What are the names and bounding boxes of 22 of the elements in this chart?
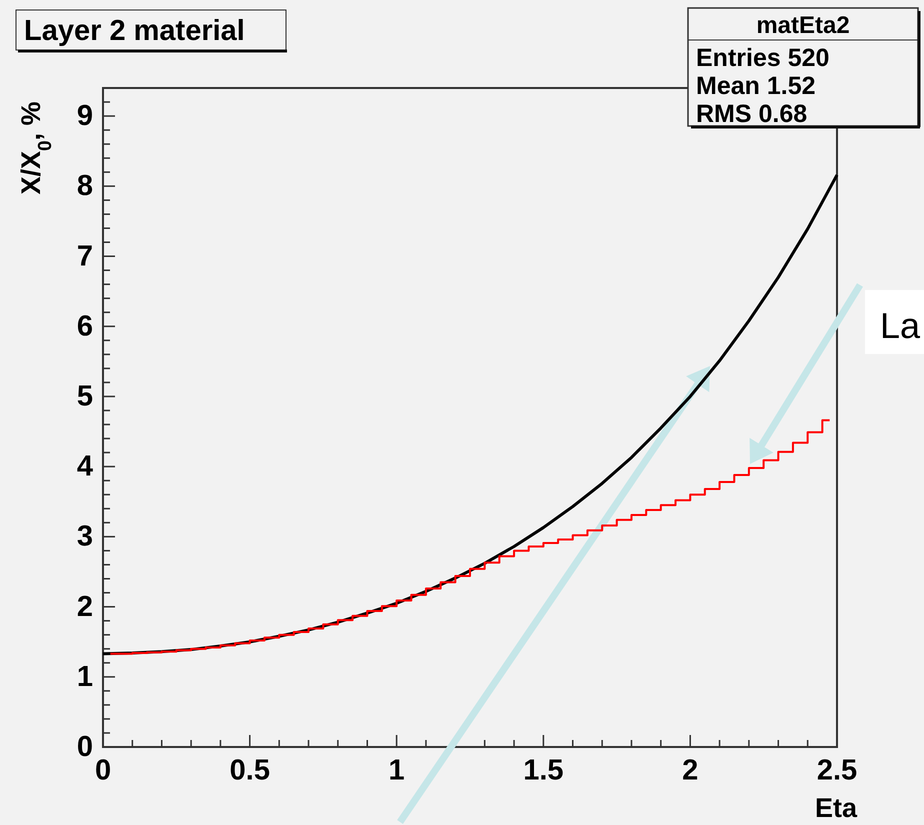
y-tick-label: 2: [76, 590, 93, 623]
y-tick-label: 1: [76, 660, 93, 693]
y-tick-label: 9: [76, 100, 93, 132]
chart-title: Layer 2 material: [24, 15, 245, 47]
x-tick-label: 0.5: [230, 754, 270, 787]
x-tick-label: 2: [682, 754, 698, 787]
y-tick-label: 5: [76, 380, 93, 412]
annotation: Mean 1.52: [696, 72, 816, 100]
text: matEta2: [756, 12, 850, 39]
text: Entries 520: [696, 44, 830, 72]
annotation: RMS 0.68: [696, 100, 808, 128]
x-tick-label: 1: [388, 754, 405, 787]
y-tick-label: 0: [76, 731, 93, 763]
y-tick-label: 4: [76, 450, 93, 483]
y-tick-label: 7: [76, 240, 93, 272]
x-axis-title: Eta: [814, 793, 858, 823]
y-tick-label: 3: [76, 520, 93, 553]
text: La: [880, 305, 922, 346]
y-tick-label: 6: [76, 310, 93, 342]
y-tick-label: 8: [76, 170, 93, 202]
x-tick-label: 2.5: [816, 754, 858, 787]
x-tick-label: 1.5: [523, 754, 564, 787]
